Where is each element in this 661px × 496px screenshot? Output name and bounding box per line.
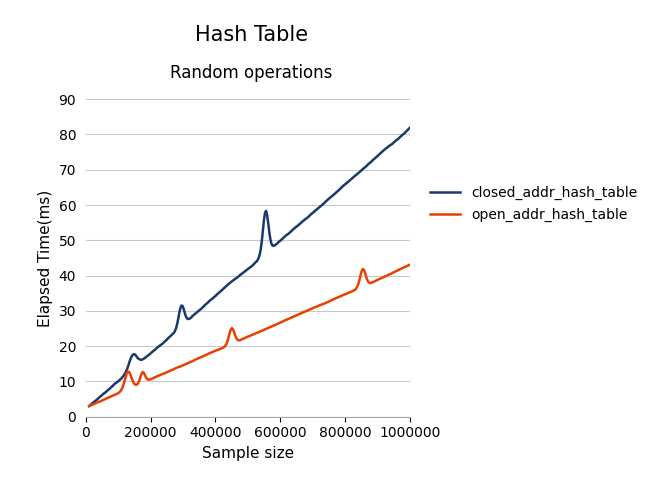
open_addr_hash_table (275, 320, 283, 326)
open_addr_hash_table (406, 262, 414, 268)
closed_addr_hash_table (276, 238, 284, 244)
X-axis label: Sample size: Sample size (202, 446, 294, 461)
Legend: closed_addr_hash_table, open_addr_hash_table: closed_addr_hash_table, open_addr_hash_t… (430, 186, 638, 222)
open_addr_hash_table (376, 276, 384, 282)
open_addr_hash_table (356, 277, 364, 283)
open_addr_hash_table (276, 320, 284, 326)
closed_addr_hash_table (87, 402, 95, 408)
Text: Hash Table: Hash Table (194, 25, 308, 45)
closed_addr_hash_table (85, 403, 93, 409)
closed_addr_hash_table (406, 125, 414, 131)
Text: Random operations: Random operations (170, 64, 332, 82)
Y-axis label: Elapsed Time(ms): Elapsed Time(ms) (38, 189, 53, 326)
open_addr_hash_table (85, 403, 93, 409)
open_addr_hash_table (282, 317, 290, 323)
closed_addr_hash_table (282, 233, 290, 239)
Line: closed_addr_hash_table: closed_addr_hash_table (89, 128, 410, 406)
Line: open_addr_hash_table: open_addr_hash_table (89, 265, 410, 406)
open_addr_hash_table (87, 403, 95, 409)
closed_addr_hash_table (376, 151, 384, 157)
closed_addr_hash_table (356, 169, 364, 175)
closed_addr_hash_table (275, 239, 283, 245)
